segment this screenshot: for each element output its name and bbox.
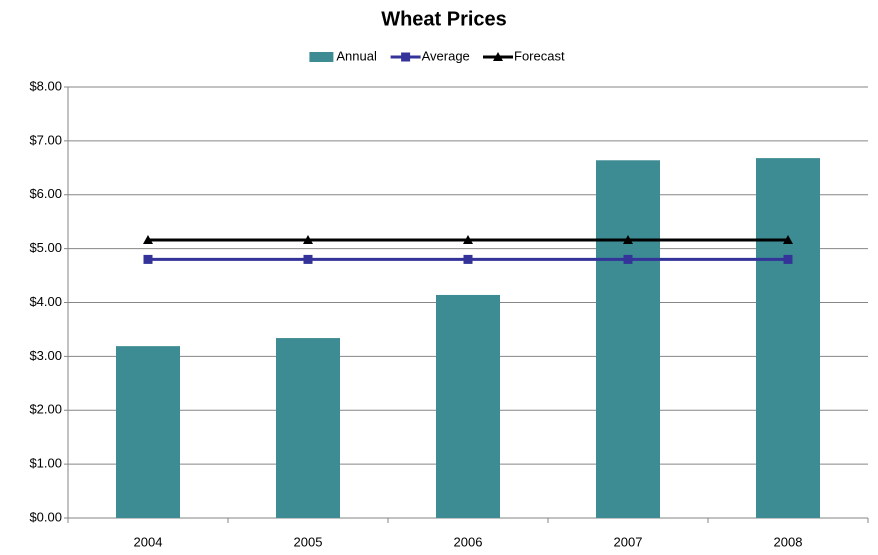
y-tick-label: $7.00 — [29, 132, 62, 147]
marker — [783, 235, 793, 245]
x-tick-label: 2005 — [294, 534, 323, 549]
marker — [303, 235, 313, 245]
marker — [143, 254, 153, 264]
marker — [463, 254, 473, 264]
x-tick-label: 2007 — [614, 534, 643, 549]
legend-label: Annual — [336, 48, 377, 63]
y-tick-label: $1.00 — [29, 456, 62, 471]
marker — [783, 254, 793, 264]
x-tick-label: 2004 — [134, 534, 163, 549]
y-tick-label: $4.00 — [29, 294, 62, 309]
legend-label: Forecast — [514, 48, 565, 63]
legend-label: Average — [422, 48, 470, 63]
y-tick-label: $6.00 — [29, 186, 62, 201]
bar — [276, 338, 340, 518]
y-tick-label: $2.00 — [29, 402, 62, 417]
y-tick-label: $8.00 — [29, 78, 62, 93]
marker — [623, 254, 633, 264]
bar — [436, 294, 500, 518]
x-tick-label: 2008 — [774, 534, 803, 549]
marker — [303, 254, 313, 264]
marker — [143, 235, 153, 245]
legend-marker — [401, 52, 411, 62]
legend-swatch — [309, 52, 334, 62]
marker — [623, 235, 633, 245]
y-tick-label: $0.00 — [29, 509, 62, 524]
bar — [756, 158, 820, 519]
y-tick-label: $5.00 — [29, 240, 62, 255]
chart-title: Wheat Prices — [381, 8, 507, 30]
marker — [463, 235, 473, 245]
y-tick-label: $3.00 — [29, 348, 62, 363]
bar — [116, 346, 180, 518]
legend-marker — [493, 52, 503, 61]
x-tick-label: 2006 — [454, 534, 483, 549]
bar — [596, 160, 660, 518]
